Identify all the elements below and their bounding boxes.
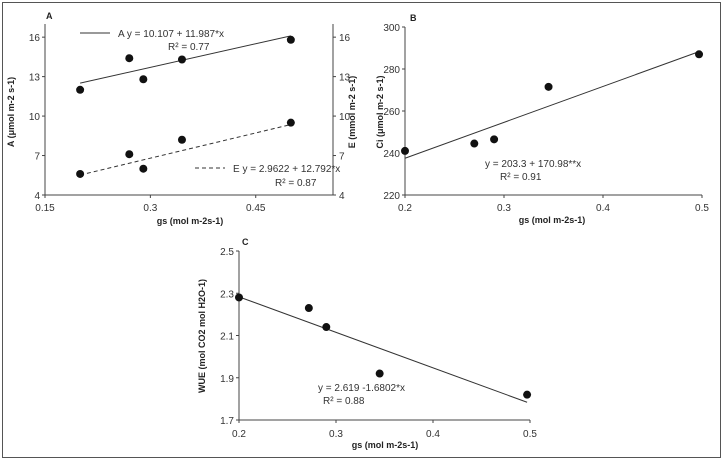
y2-tick-label: 7	[339, 152, 345, 163]
y2-tick-label: 13	[339, 73, 351, 84]
y2-tick-label: 10	[339, 112, 351, 123]
y-tick-label: 1.9	[220, 374, 234, 385]
x-tick-label: 0.15	[35, 203, 55, 214]
r-squared: R² = 0.88	[323, 396, 365, 407]
y-tick-label: 2.3	[220, 289, 234, 300]
data-point-a	[139, 75, 148, 84]
figure-border	[2, 2, 721, 458]
r-squared: R² = 0.87	[275, 178, 317, 189]
y-tick-label: 2.1	[220, 332, 234, 343]
data-point-e	[177, 135, 186, 144]
x-axis-label: gs (mol m-2s-1)	[519, 215, 586, 225]
x-tick-label: 0.5	[695, 203, 709, 214]
r-squared: R² = 0.77	[168, 42, 210, 53]
data-point-a	[286, 35, 295, 44]
x-tick-label: 0.2	[398, 203, 412, 214]
y-tick-label: 240	[383, 149, 400, 160]
y-tick-label: 7	[34, 152, 40, 163]
data-point-a	[125, 54, 134, 63]
regression-equation: A y = 10.107 + 11.987*x	[118, 29, 224, 40]
trendline-e	[80, 124, 291, 176]
x-tick-label: 0.4	[596, 203, 610, 214]
data-point-ci	[695, 50, 704, 59]
data-point-e	[286, 118, 295, 127]
x-tick-label: 0.45	[246, 203, 266, 214]
data-point-e	[125, 150, 134, 159]
x-tick-label: 0.4	[426, 429, 440, 440]
data-point-ci	[490, 135, 499, 144]
data-point-ci	[470, 139, 479, 148]
y-tick-label: 280	[383, 65, 400, 76]
x-tick-label: 0.3	[143, 203, 157, 214]
trendline-wue	[238, 296, 528, 403]
data-point-wue	[235, 293, 243, 302]
y-tick-label: 220	[383, 191, 400, 202]
data-point-ci	[401, 146, 409, 155]
regression-equation: y = 2.619 -1.6802*x	[318, 383, 405, 394]
data-point-e	[76, 169, 85, 178]
data-point-a	[177, 55, 186, 64]
y-tick-label: 16	[29, 33, 41, 44]
y-tick-label: 2.5	[220, 247, 234, 258]
y2-axis-label: E (mmol m-2 s-1)	[347, 76, 357, 149]
data-point-wue	[523, 390, 532, 399]
panel-letter: C	[242, 237, 249, 247]
data-point-wue	[304, 304, 313, 313]
data-point-a	[76, 85, 85, 94]
y-tick-label: 10	[29, 112, 41, 123]
panel-c: C 0.2 0.3 0.4 0.5 1.7 1.9 2.1 2.3 2.5 gs (mol m-2s…	[197, 237, 537, 450]
y-axis-label: WUE (mol CO2 mol H2O-1)	[197, 279, 207, 393]
y2-tick-label: 16	[339, 33, 351, 44]
x-axis-label: gs (mol m-2s-1)	[157, 216, 224, 226]
y-tick-label: 4	[34, 191, 40, 202]
y-tick-label: 260	[383, 107, 400, 118]
data-point-wue	[375, 369, 384, 378]
r-squared: R² = 0.91	[500, 172, 542, 183]
x-tick-label: 0.2	[232, 429, 246, 440]
x-tick-label: 0.5	[523, 429, 537, 440]
panel-a: A 0.15 0.3 0.45 4 7 10 13 16 4 7 10 13 16 gs (mol m-2s…	[6, 11, 357, 226]
data-point-e	[139, 164, 148, 173]
panel-letter: B	[410, 13, 417, 23]
y-tick-label: 13	[29, 73, 41, 84]
trendline-ci	[404, 51, 700, 159]
y-axis-label: Ci (μmol m-2 s-1)	[375, 75, 385, 148]
y-tick-label: 300	[383, 23, 400, 34]
data-point-ci	[544, 82, 553, 91]
y2-tick-label: 4	[339, 191, 345, 202]
regression-equation: y = 203.3 + 170.98**x	[485, 159, 581, 170]
y-tick-label: 1.7	[220, 416, 234, 427]
x-tick-label: 0.3	[329, 429, 343, 440]
panel-b: B 0.2 0.3 0.4 0.5 220 240 260 280 300 gs (mol m-2s…	[375, 13, 709, 225]
x-axis-label: gs (mol m-2s-1)	[352, 440, 419, 450]
y-axis-label: A (μmol m-2 s-1)	[6, 77, 16, 147]
panel-letter: A	[46, 11, 53, 21]
x-tick-label: 0.3	[497, 203, 511, 214]
regression-equation: E y = 2.9622 + 12.792*x	[233, 164, 340, 175]
data-point-wue	[322, 323, 331, 332]
